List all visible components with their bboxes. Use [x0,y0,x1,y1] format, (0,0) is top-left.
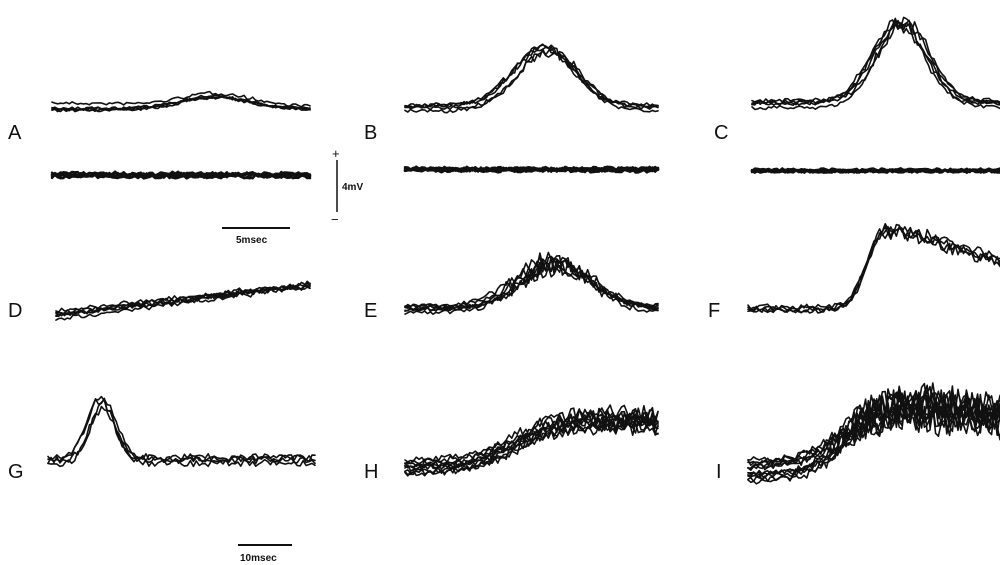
voltage-scale-minus: − [331,212,339,227]
panel-label-g: G [8,461,24,483]
trace-g-3 [47,395,316,462]
trace-i-12 [747,385,1000,466]
trace-i-11 [747,385,1000,466]
trace-f-2 [747,223,1000,310]
trace-i-10 [747,403,1000,483]
panel-label-a: A [8,122,22,144]
panel-label-d: D [8,300,22,322]
trace-c-5 [751,19,1000,106]
panel-label-h: H [364,461,378,483]
trace-b-4 [404,50,659,114]
trace-g-4 [47,405,316,468]
trace-h-10 [404,404,659,463]
trace-c-2 [751,22,1000,111]
trace-g-2 [47,398,316,465]
baseline-a-6 [50,171,312,178]
trace-d-4 [55,283,311,317]
trace-f-4 [747,223,1000,311]
trace-c-3 [751,19,1000,106]
trace-a-5 [51,95,311,111]
trace-e-7 [404,252,659,308]
panel-label-i: I [716,461,722,483]
baseline-b-6 [403,165,660,172]
panel-label-e: E [364,300,377,322]
panel-label-c: C [714,122,728,144]
trace-d-2 [55,286,311,321]
panel-label-b: B [364,122,377,144]
trace-d-5 [55,280,311,315]
baseline-c-6 [750,168,1000,174]
panel-label-f: F [708,300,720,322]
trace-h-9 [404,417,659,475]
voltage-scale-plus: + [332,146,340,161]
trace-d-6 [55,281,311,317]
trace-f-3 [747,225,1000,314]
trace-b-5 [404,44,659,109]
time-scale-label-bottom: 10msec [240,553,277,564]
trace-c-4 [751,17,1000,105]
time-scale-label-top: 5msec [236,235,268,246]
trace-a-1 [51,90,311,108]
trace-e-5 [404,264,659,315]
trace-i-9 [747,398,1000,481]
voltage-scale-label: 4mV [342,182,363,193]
traces [47,16,1000,485]
